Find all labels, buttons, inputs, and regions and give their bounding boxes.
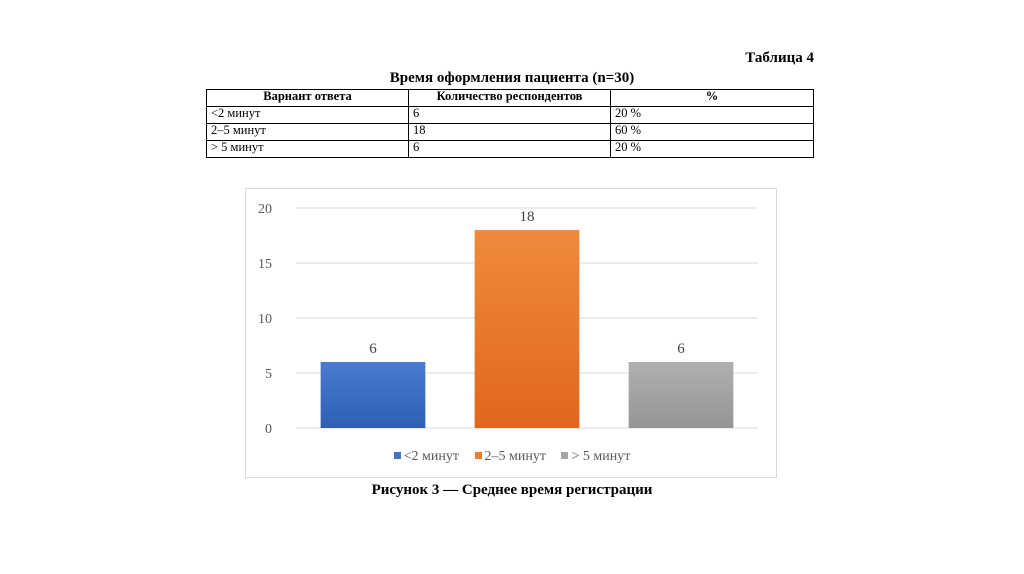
legend-item: <2 минут	[393, 449, 460, 465]
y-tick-label: 5	[265, 367, 272, 382]
y-tick-label: 0	[265, 422, 272, 437]
data-table: Варнант ответа Количество респондентов %…	[206, 89, 814, 158]
legend-swatch	[393, 452, 401, 460]
chart-legend: <2 минут 2–5 минут > 5 минут	[246, 449, 778, 465]
table-row: > 5 минут 6 20 %	[206, 140, 814, 158]
table-row: 2–5 минут 18 60 %	[206, 123, 814, 141]
cell-count: 6	[408, 106, 611, 124]
table-title: Время оформления пациента (n=30)	[389, 70, 635, 86]
legend-item: > 5 минут	[561, 449, 630, 465]
bar	[474, 230, 580, 428]
data-label: 18	[520, 209, 535, 225]
y-tick-label: 20	[258, 202, 272, 217]
y-tick-label: 15	[258, 257, 272, 272]
header-percent: %	[610, 89, 814, 107]
table-number-label: Таблица 4	[745, 50, 814, 66]
table-row: <2 минут 6 20 %	[206, 106, 814, 124]
legend-label: 2–5 минут	[484, 449, 546, 464]
bar-chart: 0 5 10 15 20 6 18 6	[258, 202, 758, 437]
cell-percent: 60 %	[610, 123, 814, 141]
bar	[320, 362, 426, 428]
figure-caption: Рисунок 3 — Среднее время регистрации	[371, 482, 653, 498]
cell-answer: <2 минут	[206, 106, 409, 124]
table-header-row: Варнант ответа Количество респондентов %	[206, 89, 814, 107]
chart-container: 0 5 10 15 20 6 18 6 <2 минут 2–5 минут > 5 мин…	[245, 188, 777, 478]
bar	[628, 362, 734, 428]
cell-count: 6	[408, 140, 611, 158]
cell-percent: 20 %	[610, 140, 814, 158]
header-answer: Варнант ответа	[206, 89, 409, 107]
data-label: 6	[677, 341, 685, 357]
data-label: 6	[369, 341, 377, 357]
legend-item: 2–5 минут	[474, 449, 546, 465]
legend-swatch	[474, 452, 482, 460]
legend-label: > 5 минут	[571, 449, 631, 464]
cell-percent: 20 %	[610, 106, 814, 124]
legend-swatch	[561, 452, 569, 460]
legend-label: <2 минут	[403, 449, 460, 464]
header-count: Количество респондентов	[408, 89, 611, 107]
cell-answer: 2–5 минут	[206, 123, 409, 141]
y-tick-label: 10	[258, 312, 272, 327]
cell-answer: > 5 минут	[206, 140, 409, 158]
cell-count: 18	[408, 123, 611, 141]
